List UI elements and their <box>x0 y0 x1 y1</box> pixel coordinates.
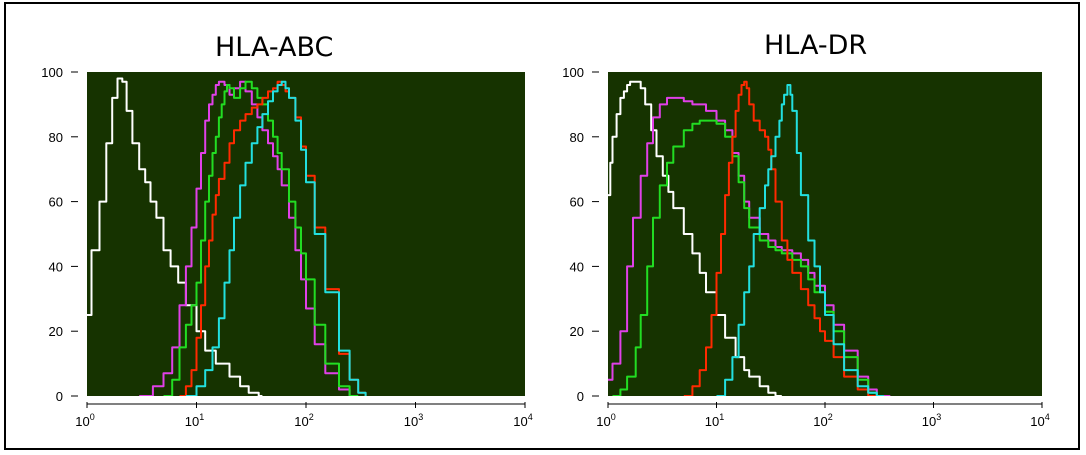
histogram-series-1 <box>608 80 782 396</box>
y-tick-label: 60 <box>570 195 584 210</box>
chart-panel-1: 0 20 40 60 80 100 100 101 102 103 104 <box>41 65 532 429</box>
plot-area <box>608 72 1042 396</box>
x-tick-label: 102 <box>294 412 313 429</box>
histogram-series-1 <box>87 77 263 396</box>
chart-panel-2: 0 20 40 60 80 100 100 101 102 103 104 <box>562 65 1049 429</box>
x-tick-label: 100 <box>75 412 94 429</box>
plot-area <box>87 72 525 396</box>
y-tick-label: 40 <box>570 259 584 274</box>
y-tick-label: 100 <box>41 65 63 80</box>
y-tick-label: 0 <box>577 389 584 404</box>
x-tick-label: 103 <box>404 412 423 429</box>
histogram-series-4 <box>683 80 877 396</box>
x-tick-label: 101 <box>185 412 204 429</box>
x-tick-label: 104 <box>513 412 532 429</box>
histogram-series-5 <box>716 84 884 396</box>
series-group <box>608 80 891 396</box>
x-tick-label: 102 <box>813 412 832 429</box>
panel-title-hla-abc: HLA-ABC <box>215 32 334 63</box>
x-tick-label: 103 <box>922 412 941 429</box>
y-tick-label: 20 <box>570 324 584 339</box>
y-tick-label: 40 <box>49 259 63 274</box>
x-tick-label: 104 <box>1030 412 1049 429</box>
histogram-series-5 <box>185 80 367 396</box>
y-tick-label: 100 <box>562 65 584 80</box>
series-group <box>87 77 367 396</box>
x-tick-label: 101 <box>705 412 724 429</box>
histogram-series-3 <box>163 80 359 396</box>
panel-title-hla-dr: HLA-DR <box>764 30 868 61</box>
y-tick-label: 0 <box>56 389 63 404</box>
y-tick-label: 80 <box>49 130 63 145</box>
y-tick-label: 20 <box>49 324 63 339</box>
y-tick-label: 60 <box>49 195 63 210</box>
y-tick-label: 80 <box>570 130 584 145</box>
x-tick-label: 100 <box>596 412 615 429</box>
